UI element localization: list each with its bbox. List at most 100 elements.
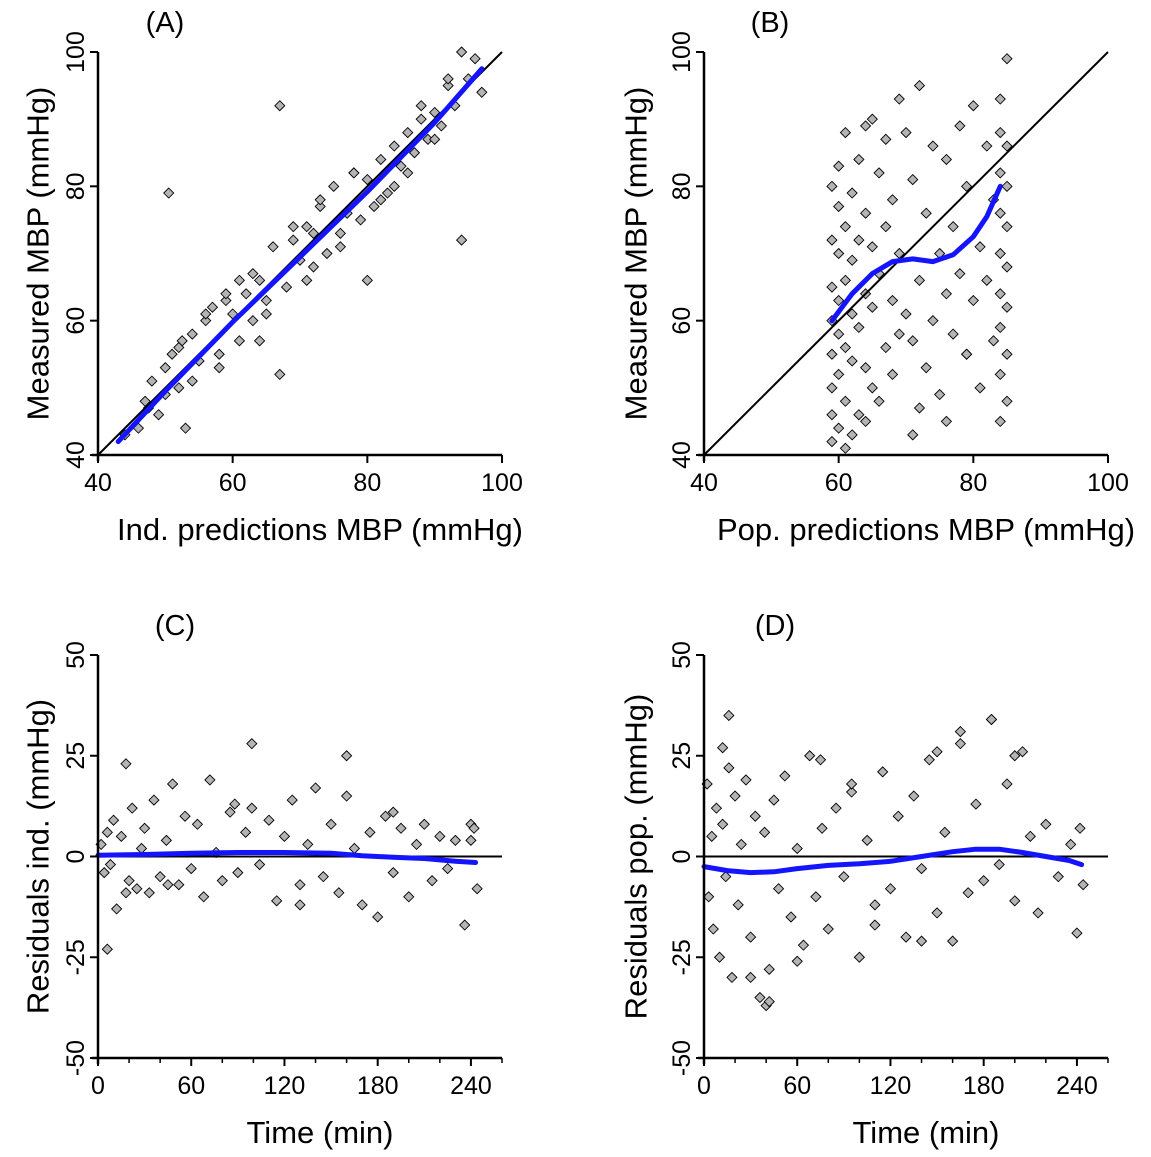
data-point: [839, 220, 852, 233]
data-point: [981, 274, 993, 287]
data-point: [229, 798, 241, 810]
data-point: [213, 348, 225, 360]
data-point: [120, 887, 132, 899]
data-point: [859, 120, 872, 132]
data-point: [410, 838, 423, 851]
data-point: [826, 180, 838, 192]
data-point: [126, 802, 138, 814]
smooth-trend-line: [701, 846, 1085, 876]
data-point: [395, 822, 407, 834]
data-point: [974, 382, 986, 394]
data-point: [838, 871, 850, 883]
data-point: [754, 991, 766, 1004]
y-tick-label: 40: [668, 441, 696, 469]
data-point: [442, 79, 454, 92]
data-point: [869, 899, 881, 911]
data-point: [408, 147, 421, 159]
data-point: [839, 126, 852, 139]
data-point: [1001, 348, 1013, 360]
data-point: [173, 341, 185, 354]
data-point: [920, 207, 932, 219]
data-point: [866, 113, 878, 125]
data-point: [387, 866, 399, 879]
data-point: [247, 268, 259, 280]
data-point: [159, 362, 171, 374]
data-point: [866, 241, 878, 253]
data-point: [1001, 395, 1013, 407]
data-point: [707, 923, 719, 935]
data-point: [846, 308, 858, 320]
data-point: [263, 814, 275, 826]
data-point: [301, 274, 313, 287]
data-points: [826, 53, 1013, 454]
panel-label: (A): [146, 7, 185, 39]
data-point: [994, 247, 1006, 260]
x-axis-title: Time (min): [247, 1115, 394, 1150]
data-point: [166, 348, 178, 360]
data-point: [994, 93, 1006, 105]
y-tick-label: 25: [62, 742, 90, 770]
data-point: [1065, 838, 1077, 851]
data-point: [233, 274, 246, 287]
data-point: [232, 866, 244, 879]
data-point: [206, 301, 219, 313]
data-point: [375, 153, 387, 166]
data-point: [927, 140, 939, 152]
data-point: [267, 241, 279, 253]
panel-label: (B): [751, 7, 790, 39]
data-point: [869, 919, 881, 931]
y-tick-label: 0: [668, 850, 696, 864]
smooth-trend-line: [115, 66, 485, 445]
chart-panel-2: (B) 40 60 80 100 40 60 80 100 Pop. predictions MB…: [619, 7, 1136, 547]
x-axis-title: Time (min): [853, 1115, 1000, 1150]
x-tick-label: 120: [870, 1072, 912, 1100]
data-point: [135, 842, 148, 855]
data-point: [713, 951, 726, 963]
data-point: [954, 725, 967, 738]
data-point: [186, 328, 198, 340]
data-point: [859, 362, 872, 374]
data-point: [954, 120, 966, 132]
data-point: [469, 53, 481, 65]
data-point: [954, 738, 967, 750]
data-point: [826, 281, 838, 293]
data-point: [967, 294, 979, 307]
data-point: [418, 818, 430, 830]
data-point: [934, 388, 946, 401]
data-point: [974, 241, 986, 253]
data-point: [892, 810, 904, 822]
data-point: [115, 830, 127, 842]
data-point: [1001, 261, 1013, 273]
data-point: [846, 254, 858, 266]
y-tick-label: -50: [62, 1040, 90, 1076]
data-point: [826, 382, 838, 394]
data-point: [213, 362, 225, 374]
data-point: [442, 73, 454, 85]
data-point: [913, 274, 926, 287]
data-point: [455, 234, 468, 246]
data-point: [816, 822, 828, 834]
data-point: [993, 858, 1005, 871]
data-point: [361, 274, 373, 287]
y-tick-label: 80: [668, 172, 696, 200]
y-axis-title: Measured MBP (mmHg): [619, 87, 654, 421]
data-point: [1040, 818, 1052, 830]
x-tick-label: 60: [219, 469, 247, 497]
data-point: [143, 887, 155, 899]
data-point: [253, 274, 266, 287]
data-point: [260, 294, 272, 307]
data-point: [1052, 871, 1064, 883]
data-point: [1071, 927, 1083, 939]
y-tick-label: 50: [668, 641, 696, 669]
data-point: [301, 220, 313, 233]
data-point: [1077, 879, 1089, 891]
data-point: [1016, 746, 1029, 758]
data-point: [923, 754, 935, 766]
data-point: [198, 891, 210, 903]
data-point: [900, 931, 912, 943]
data-point: [328, 180, 340, 192]
data-point: [994, 321, 1006, 334]
data-point: [940, 415, 953, 428]
data-point: [200, 308, 212, 320]
data-point: [853, 153, 865, 166]
